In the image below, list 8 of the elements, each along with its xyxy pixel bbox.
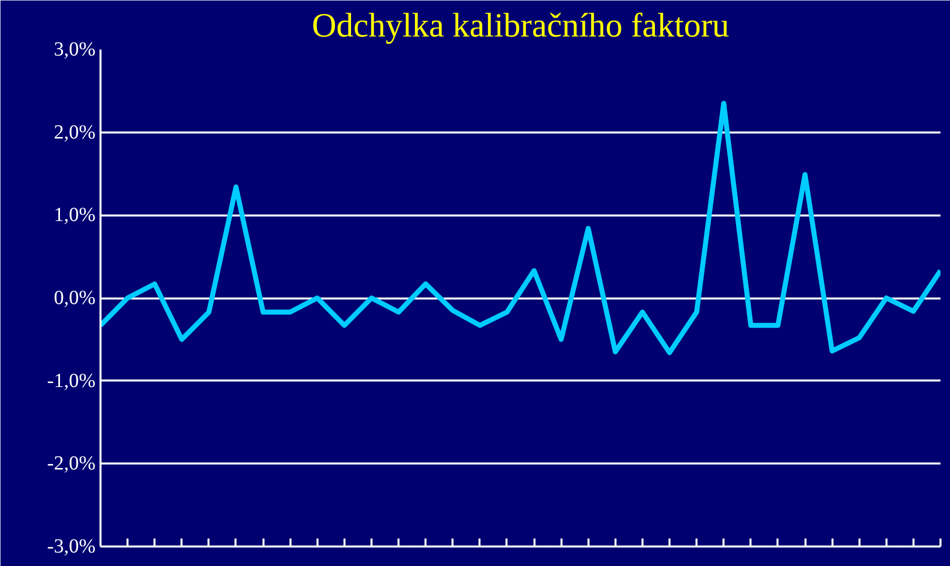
- y-tick-label: 0,0%: [54, 287, 96, 309]
- y-tick-label: -2,0%: [47, 452, 96, 475]
- y-tick-label: 2,0%: [54, 121, 96, 144]
- y-tick-label: -1,0%: [47, 370, 96, 392]
- y-tick-label: -3,0%: [47, 536, 96, 558]
- y-tick-label: 3,0%: [54, 38, 96, 60]
- y-tick-label: 1,0%: [54, 204, 96, 226]
- chart-title: Odchylka kalibračního faktoru: [312, 8, 730, 44]
